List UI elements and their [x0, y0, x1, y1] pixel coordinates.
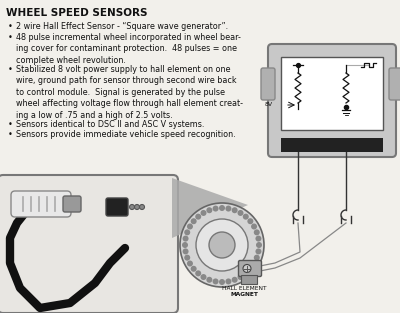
Circle shape — [247, 266, 253, 272]
Text: Stabilized 8 volt power supply to hall element on one
wire, ground path for sens: Stabilized 8 volt power supply to hall e… — [16, 65, 243, 120]
Text: MAGNET: MAGNET — [230, 292, 258, 297]
Circle shape — [184, 229, 190, 235]
Circle shape — [140, 204, 144, 209]
Circle shape — [247, 218, 253, 224]
Circle shape — [184, 255, 190, 261]
Polygon shape — [172, 178, 248, 238]
Circle shape — [238, 210, 244, 216]
Text: •: • — [8, 120, 13, 129]
Circle shape — [256, 249, 262, 254]
Circle shape — [200, 210, 206, 216]
Text: •: • — [8, 22, 13, 31]
Text: •: • — [8, 33, 13, 42]
Circle shape — [243, 270, 249, 276]
FancyBboxPatch shape — [106, 198, 128, 216]
FancyBboxPatch shape — [63, 196, 81, 212]
Circle shape — [209, 232, 235, 258]
Circle shape — [206, 207, 212, 213]
Circle shape — [212, 206, 218, 212]
FancyBboxPatch shape — [0, 175, 178, 313]
Circle shape — [219, 205, 225, 211]
Circle shape — [134, 204, 140, 209]
Bar — [241, 275, 257, 284]
Circle shape — [206, 277, 212, 283]
Text: •: • — [8, 130, 13, 139]
Text: •: • — [8, 65, 13, 74]
Circle shape — [182, 249, 188, 254]
Circle shape — [182, 236, 188, 242]
Circle shape — [232, 207, 238, 213]
Circle shape — [187, 260, 193, 266]
Circle shape — [187, 223, 193, 229]
Circle shape — [254, 229, 260, 235]
FancyBboxPatch shape — [238, 260, 262, 276]
Circle shape — [195, 270, 201, 276]
Text: HALL ELEMENT: HALL ELEMENT — [222, 286, 266, 291]
Circle shape — [226, 279, 232, 285]
Circle shape — [243, 264, 251, 273]
Circle shape — [191, 218, 197, 224]
FancyBboxPatch shape — [11, 191, 71, 217]
Text: 8V: 8V — [265, 102, 273, 107]
Circle shape — [232, 277, 238, 283]
Circle shape — [130, 204, 134, 209]
Bar — [281, 138, 383, 152]
Circle shape — [212, 279, 218, 285]
Text: WHEEL SPEED SENSORS: WHEEL SPEED SENSORS — [6, 8, 148, 18]
Circle shape — [256, 236, 262, 242]
Circle shape — [195, 214, 201, 220]
FancyBboxPatch shape — [389, 68, 400, 100]
Circle shape — [251, 223, 257, 229]
Text: Sensors identical to DSC II and ASC V systems.: Sensors identical to DSC II and ASC V sy… — [16, 120, 204, 129]
Circle shape — [238, 274, 244, 280]
Text: Sensors provide immediate vehicle speed recognition.: Sensors provide immediate vehicle speed … — [16, 130, 236, 139]
Circle shape — [191, 266, 197, 272]
Text: 2 wire Hall Effect Sensor - “Square wave generator”.: 2 wire Hall Effect Sensor - “Square wave… — [16, 22, 228, 31]
Circle shape — [182, 242, 188, 248]
FancyBboxPatch shape — [261, 68, 275, 100]
FancyBboxPatch shape — [268, 44, 396, 157]
Circle shape — [196, 219, 248, 271]
Circle shape — [251, 260, 257, 266]
Circle shape — [219, 279, 225, 285]
Circle shape — [256, 242, 262, 248]
Circle shape — [200, 274, 206, 280]
Text: 48 pulse incremental wheel incorporated in wheel bear-
ing cover for contaminant: 48 pulse incremental wheel incorporated … — [16, 33, 241, 65]
Circle shape — [180, 203, 264, 287]
Circle shape — [254, 255, 260, 261]
Bar — [281, 57, 383, 130]
Circle shape — [226, 206, 232, 212]
Circle shape — [243, 214, 249, 220]
